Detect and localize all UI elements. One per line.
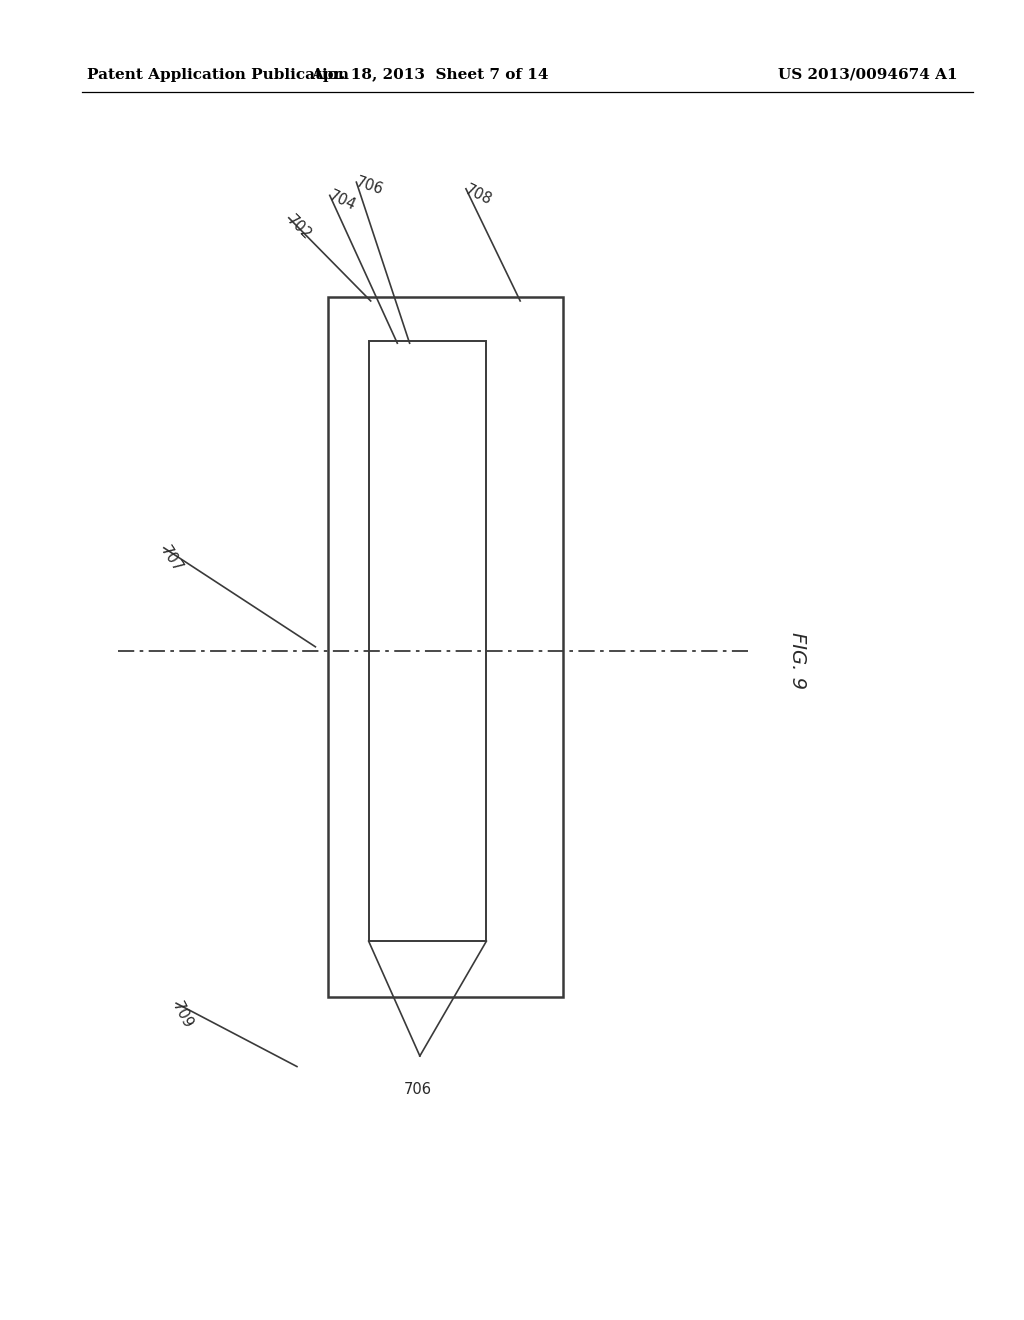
Text: 704: 704 — [327, 189, 358, 214]
Text: Patent Application Publication: Patent Application Publication — [87, 69, 349, 82]
Text: 706: 706 — [403, 1082, 432, 1097]
Bar — [369, 341, 486, 941]
Text: FIG. 9: FIG. 9 — [788, 631, 808, 689]
Text: 709: 709 — [170, 999, 196, 1031]
Text: 702: 702 — [284, 213, 314, 243]
Text: 707: 707 — [158, 544, 185, 576]
Bar — [328, 297, 563, 997]
Text: Apr. 18, 2013  Sheet 7 of 14: Apr. 18, 2013 Sheet 7 of 14 — [311, 69, 549, 82]
Text: 708: 708 — [463, 182, 495, 207]
Text: 706: 706 — [354, 176, 385, 198]
Text: US 2013/0094674 A1: US 2013/0094674 A1 — [778, 69, 957, 82]
